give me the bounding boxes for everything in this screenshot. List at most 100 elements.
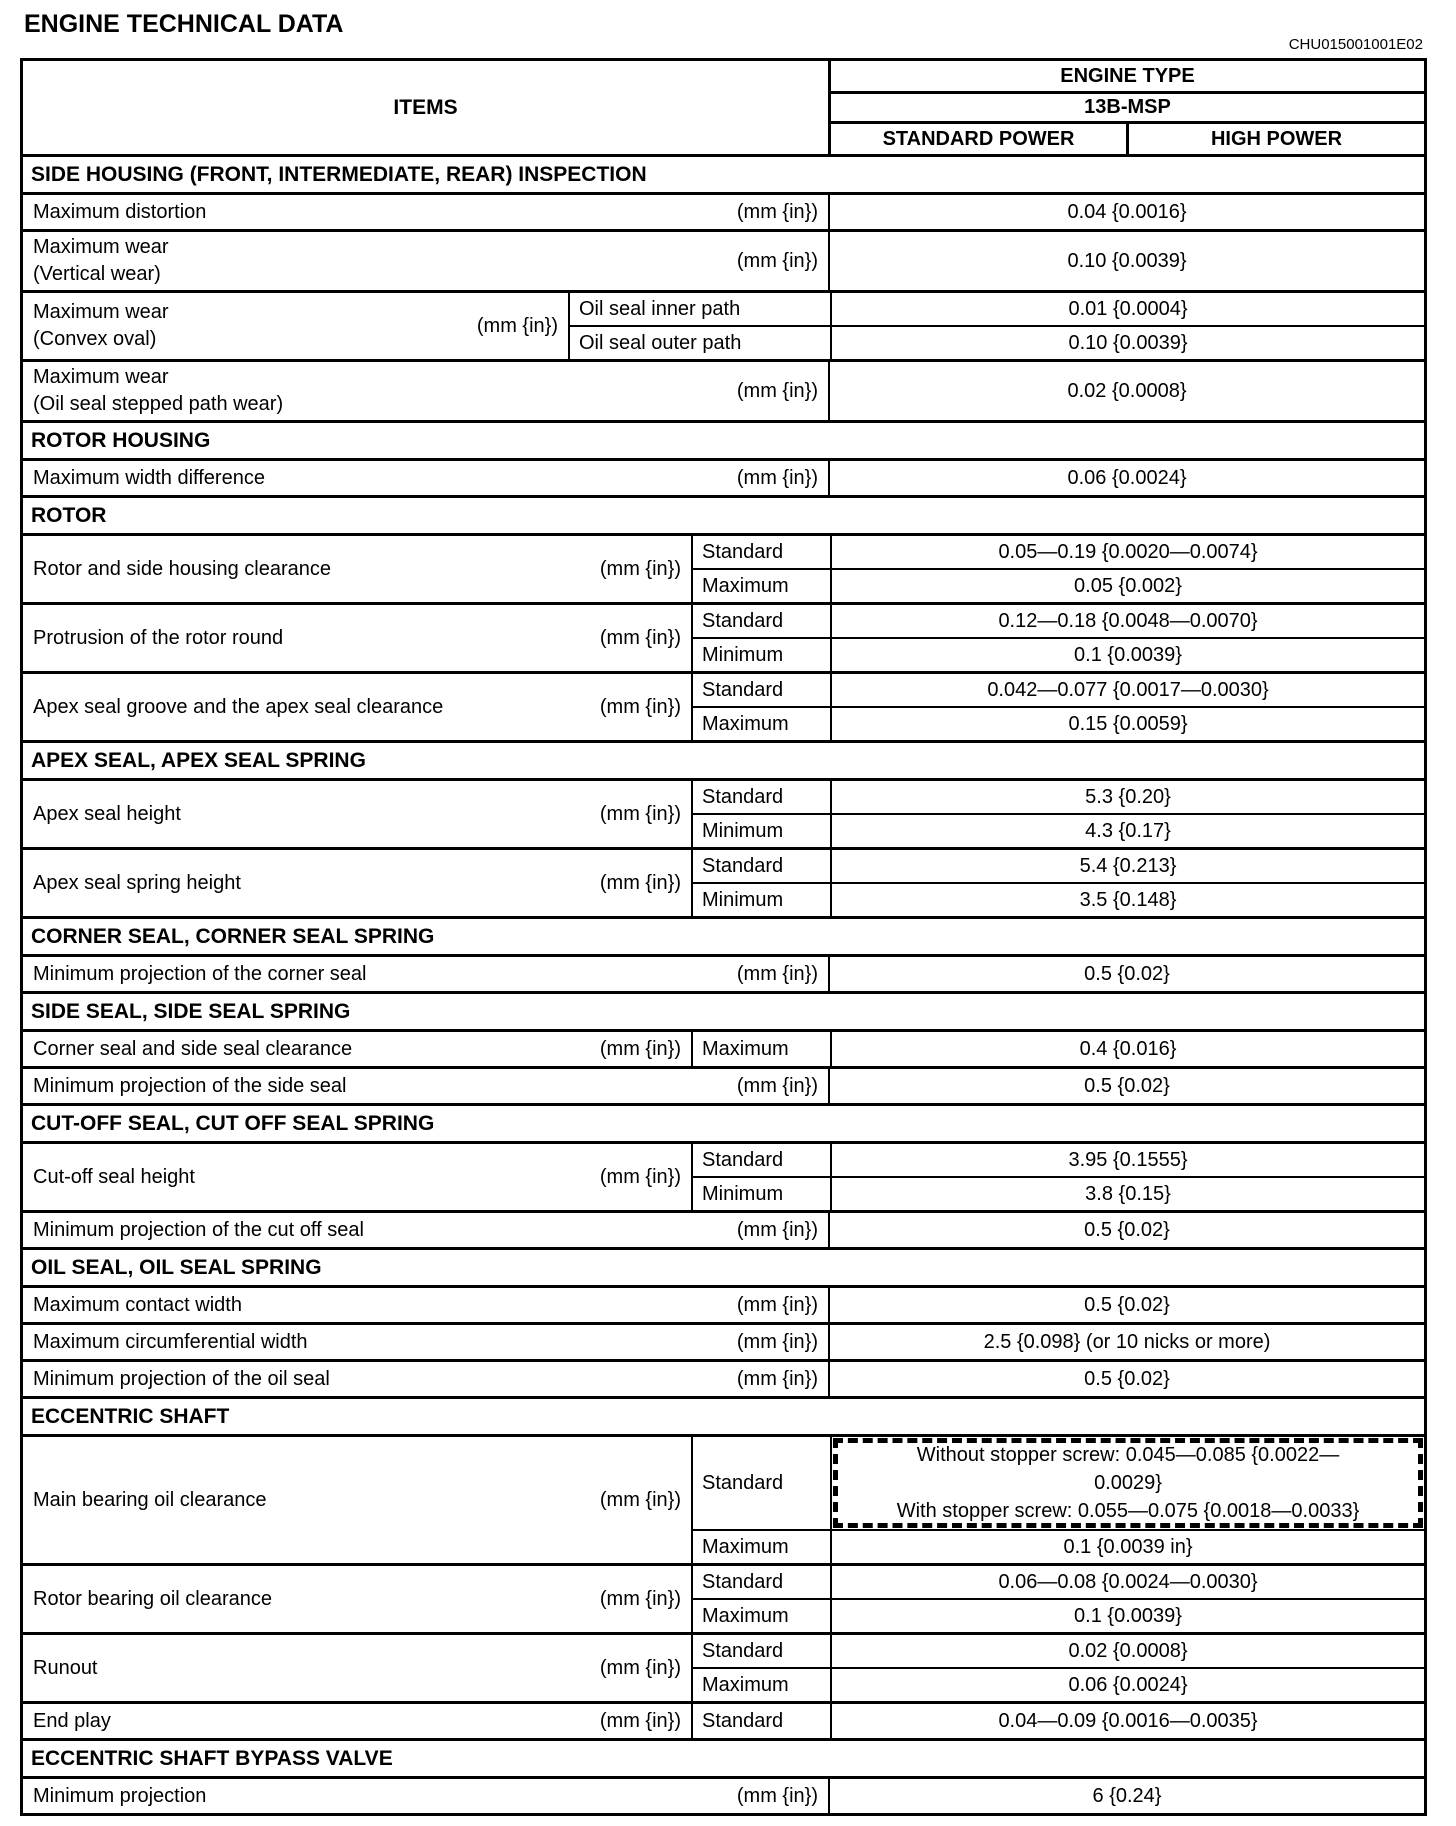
sub-label: Maximum (702, 1604, 789, 1627)
unit-label: (mm {in}) (599, 1037, 681, 1060)
engine-data-table: ITEMS ENGINE TYPE 13B-MSP STANDARD POWER… (20, 58, 1427, 1816)
unit-label: (mm {in}) (599, 1165, 681, 1188)
engine-model-header: 13B-MSP (831, 91, 1424, 121)
sub-label: Minimum (702, 888, 784, 911)
sub-label: Oil seal outer path (579, 331, 742, 354)
unit-label: (mm {in}) (599, 871, 681, 894)
section-header-label: ECCENTRIC SHAFT (31, 1404, 230, 1428)
value-text: 5.3 {0.20} (1085, 786, 1171, 808)
value-cell: 5.3 {0.20} (830, 781, 1424, 813)
sub-row: Standard 5.4 {0.213} (693, 850, 1424, 882)
table-row: Maximum wear (Vertical wear) (mm {in}) 0.1… (23, 229, 1424, 290)
value-cell: 5.4 {0.213} (830, 850, 1424, 882)
value-cell: 3.8 {0.15} (830, 1178, 1424, 1210)
value-cell: 0.10 {0.0039} (830, 327, 1424, 359)
unit-label: (mm {in}) (736, 1218, 818, 1241)
item-label: Runout (33, 1656, 98, 1679)
sub-row: Minimum 3.5 {0.148} (693, 882, 1424, 916)
value-text: 0.05 {0.002} (1074, 575, 1182, 597)
section-row: SIDE SEAL, SIDE SEAL SPRING (23, 991, 1424, 1029)
item-cell: Minimum projection of the oil seal (mm {i… (23, 1362, 828, 1396)
item-label: Apex seal height (33, 802, 181, 825)
item-cell: Maximum wear (Oil seal stepped path wear… (23, 362, 828, 420)
value-text: 0.02 {0.0008} (1067, 380, 1187, 402)
unit-label: (mm {in}) (599, 1709, 681, 1732)
sub-label: Standard (702, 1570, 784, 1593)
unit-label: (mm {in}) (599, 626, 681, 649)
value-text: 0.5 {0.02} (1084, 1368, 1170, 1390)
item-cell: Rotor bearing oil clearance (mm {in}) (23, 1566, 691, 1632)
sub-row: Standard 3.95 {0.1555} (693, 1144, 1424, 1176)
value-text: 0.1 {0.0039} (1074, 1605, 1182, 1627)
table-row: Maximum circumferential width (mm {in}) 2.… (23, 1322, 1424, 1359)
section-header-label: CORNER SEAL, CORNER SEAL SPRING (31, 924, 435, 948)
item-label: Maximum wear (Vertical wear) (33, 236, 169, 285)
table-row: Maximum wear (Convex oval) (mm {in}) Oil s… (23, 290, 1424, 359)
sub-label: Maximum (702, 1535, 789, 1558)
table-row: Rotor and side housing clearance (mm {in}… (23, 533, 1424, 602)
item-label: Maximum width difference (33, 466, 265, 489)
item-label: Protrusion of the rotor round (33, 626, 284, 649)
value-cell: 0.02 {0.0008} (828, 362, 1424, 420)
page-title: ENGINE TECHNICAL DATA (24, 10, 344, 38)
sub-label: Maximum (702, 574, 789, 597)
items-column-header: ITEMS (393, 95, 458, 119)
sub-label: Standard (702, 540, 784, 563)
value-text: Without stopper screw: 0.045—0.085 {0.00… (896, 1444, 1360, 1522)
item-cell: Minimum projection of the cut off seal (m… (23, 1213, 828, 1247)
item-cell: Apex seal spring height (mm {in}) (23, 850, 691, 916)
engine-type-header-group: ENGINE TYPE 13B-MSP STANDARD POWER HIGH … (828, 61, 1424, 154)
item-cell: Cut-off seal height (mm {in}) (23, 1144, 691, 1210)
item-cell: Maximum distortion (mm {in}) (23, 195, 828, 229)
value-text: 0.10 {0.0039} (1068, 332, 1188, 354)
value-cell: 4.3 {0.17} (830, 815, 1424, 847)
value-cell: 0.06 {0.0024} (830, 1669, 1424, 1701)
sub-label: Standard (702, 1639, 784, 1662)
table-row: Apex seal spring height (mm {in}) Standard… (23, 847, 1424, 916)
item-cell: Minimum projection of the side seal (mm {… (23, 1069, 828, 1103)
unit-label: (mm {in}) (736, 379, 818, 402)
sub-rows: Standard 0.06—0.08 {0.0024—0.0030} Maximum… (691, 1566, 1424, 1632)
table-row: Minimum projection of the side seal (mm {… (23, 1066, 1424, 1103)
sub-row: Maximum 0.1 {0.0039 in} (693, 1529, 1424, 1563)
value-cell: 0.06—0.08 {0.0024—0.0030} (830, 1566, 1424, 1598)
table-row: Cut-off seal height (mm {in}) Standard 3.95… (23, 1141, 1424, 1210)
table-row: Minimum projection of the cut off seal (m… (23, 1210, 1424, 1247)
value-text: 0.10 {0.0039} (1067, 250, 1187, 272)
unit-label: (mm {in}) (736, 249, 818, 272)
item-label: Minimum projection (33, 1784, 207, 1807)
section-row: OIL SEAL, OIL SEAL SPRING (23, 1247, 1424, 1285)
sub-label: Maximum (702, 712, 789, 735)
value-cell: 0.04 {0.0016} (828, 195, 1424, 229)
item-label: Maximum wear (Convex oval) (33, 301, 169, 350)
sub-label: Maximum (702, 1673, 789, 1696)
item-label: End play (33, 1709, 111, 1732)
value-text: 0.5 {0.02} (1084, 1219, 1170, 1241)
item-label: Rotor and side housing clearance (33, 557, 331, 580)
section-row: CUT-OFF SEAL, CUT OFF SEAL SPRING (23, 1103, 1424, 1141)
value-text: 3.95 {0.1555} (1068, 1149, 1188, 1171)
table-row: Apex seal groove and the apex seal clear… (23, 671, 1424, 740)
sub-row: Standard 0.04—0.09 {0.0016—0.0035} (693, 1704, 1424, 1738)
item-label: Cut-off seal height (33, 1165, 195, 1188)
table-row: Maximum distortion (mm {in}) 0.04 {0.0016} (23, 192, 1424, 229)
item-label: Minimum projection of the oil seal (33, 1367, 330, 1390)
section-row: CORNER SEAL, CORNER SEAL SPRING (23, 916, 1424, 954)
section-header-label: OIL SEAL, OIL SEAL SPRING (31, 1255, 322, 1279)
value-text: 5.4 {0.213} (1079, 855, 1177, 877)
sub-row: Maximum 0.4 {0.016} (693, 1032, 1424, 1066)
value-text: 0.04—0.09 {0.0016—0.0035} (998, 1710, 1258, 1732)
sub-rows: Standard 0.042—0.077 {0.0017—0.0030} Maxim… (691, 674, 1424, 740)
unit-label: (mm {in}) (736, 1784, 818, 1807)
unit-label: (mm {in}) (736, 962, 818, 985)
table-row: Minimum projection of the oil seal (mm {i… (23, 1359, 1424, 1396)
item-label: Maximum contact width (33, 1293, 242, 1316)
value-text: 0.5 {0.02} (1084, 963, 1170, 985)
value-text: 0.06—0.08 {0.0024—0.0030} (998, 1571, 1258, 1593)
document-code: CHU015001001E02 (1288, 36, 1423, 53)
sub-row: Maximum 0.1 {0.0039} (693, 1598, 1424, 1632)
value-cell: 0.4 {0.016} (830, 1032, 1424, 1066)
value-cell: 0.12—0.18 {0.0048—0.0070} (830, 605, 1424, 637)
value-cell: 0.04—0.09 {0.0016—0.0035} (830, 1704, 1424, 1738)
value-text: 0.01 {0.0004} (1068, 298, 1188, 320)
